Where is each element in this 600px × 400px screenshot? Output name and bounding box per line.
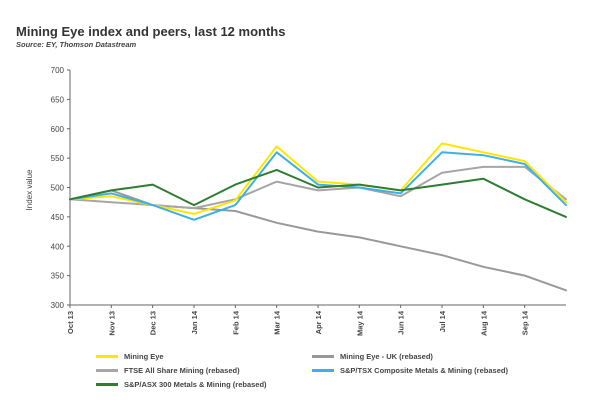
x-tick-label: Oct 13 bbox=[66, 311, 75, 334]
y-tick-label: 450 bbox=[51, 213, 65, 222]
x-tick-label: Apr 14 bbox=[314, 310, 323, 334]
x-tick-label: Aug 14 bbox=[479, 310, 488, 336]
y-tick-label: 400 bbox=[51, 242, 65, 251]
chart-source: Source: EY, Thomson Datastream bbox=[16, 40, 137, 49]
x-tick-label: Nov 13 bbox=[107, 311, 116, 336]
y-tick-label: 550 bbox=[51, 154, 65, 163]
x-tick-label: Feb 14 bbox=[231, 310, 240, 335]
y-tick-label: 300 bbox=[51, 301, 65, 310]
chart-title: Mining Eye index and peers, last 12 mont… bbox=[16, 24, 286, 39]
y-tick-label: 600 bbox=[51, 125, 65, 134]
x-tick-label: Sep 14 bbox=[521, 310, 530, 335]
series-line-4 bbox=[69, 168, 567, 218]
x-tick-label: Jul 14 bbox=[438, 310, 447, 332]
y-tick-label: 350 bbox=[51, 272, 65, 281]
y-tick-label: 700 bbox=[51, 66, 65, 75]
x-tick-label: May 14 bbox=[355, 310, 364, 336]
x-tick-label: Mar 14 bbox=[273, 310, 282, 335]
x-tick-label: Jun 14 bbox=[397, 310, 406, 335]
y-tick-label: 650 bbox=[51, 95, 65, 104]
y-tick-label: 500 bbox=[51, 184, 65, 193]
x-tick-label: Dec 13 bbox=[149, 311, 158, 335]
y-axis-label: Index value bbox=[25, 169, 34, 210]
x-tick-label: Jan 14 bbox=[190, 310, 199, 334]
